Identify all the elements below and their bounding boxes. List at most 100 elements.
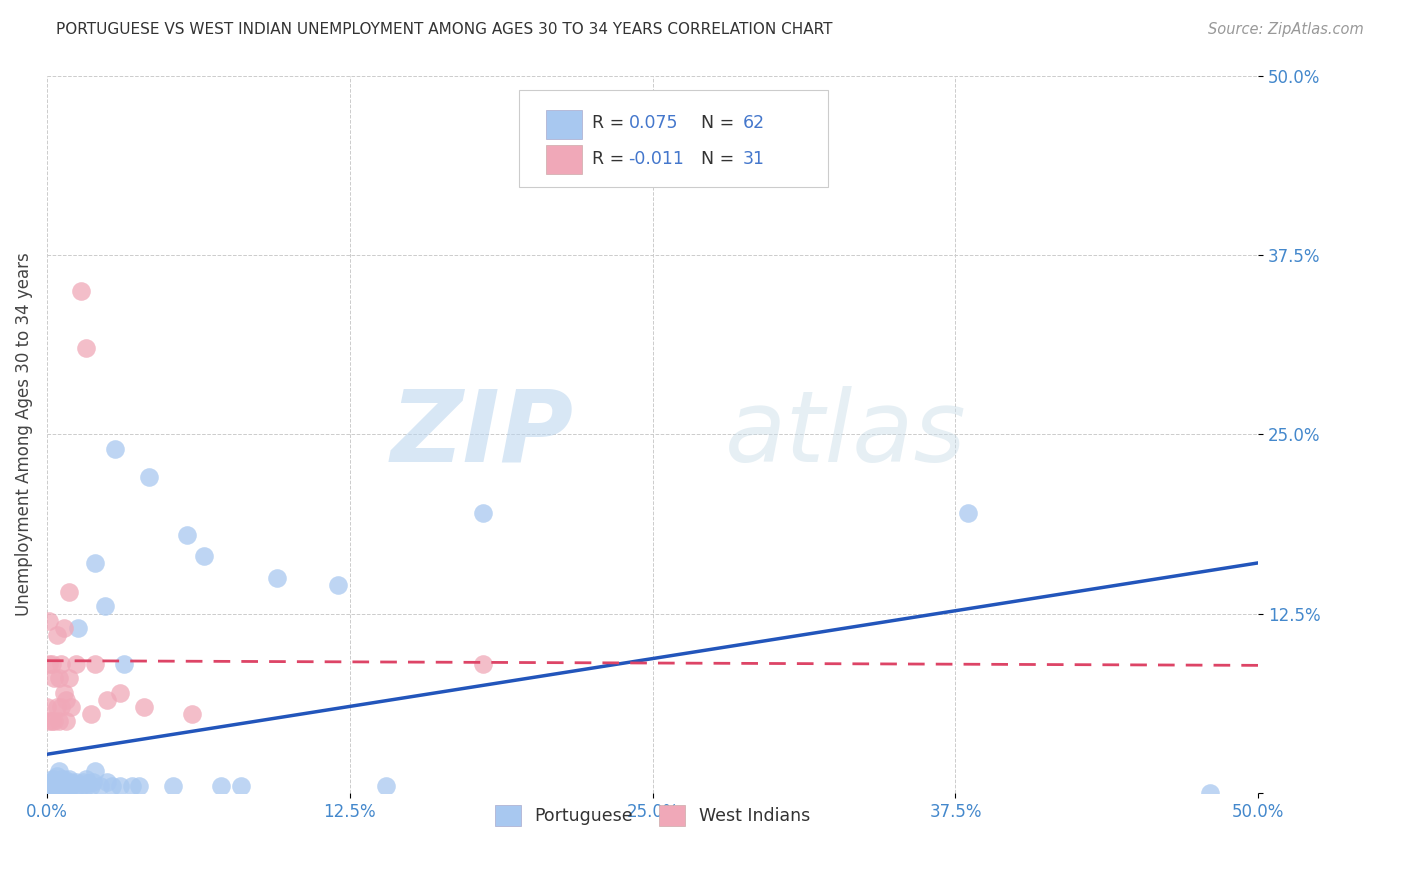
Point — [94, 599, 117, 614]
FancyBboxPatch shape — [519, 90, 828, 186]
Point — [162, 779, 184, 793]
Point — [45, 699, 67, 714]
Point — [38, 714, 60, 729]
Point — [266, 571, 288, 585]
Text: atlas: atlas — [725, 385, 967, 483]
Point — [48, 774, 70, 789]
Point — [96, 692, 118, 706]
Point — [472, 506, 495, 520]
FancyBboxPatch shape — [546, 145, 582, 174]
Point — [375, 779, 398, 793]
Point — [48, 671, 70, 685]
Text: 0.075: 0.075 — [628, 114, 678, 132]
Point — [45, 780, 67, 795]
Point — [104, 442, 127, 456]
Point — [176, 527, 198, 541]
Point — [51, 699, 73, 714]
Point — [55, 777, 77, 791]
Point — [48, 779, 70, 793]
Text: Source: ZipAtlas.com: Source: ZipAtlas.com — [1208, 22, 1364, 37]
Point — [326, 578, 349, 592]
Point — [58, 780, 80, 795]
Point — [38, 776, 60, 790]
Point — [44, 714, 66, 729]
Point — [209, 779, 232, 793]
Text: N =: N = — [690, 150, 740, 168]
Point — [82, 774, 104, 789]
Point — [132, 699, 155, 714]
Point — [89, 779, 111, 793]
Point — [75, 779, 97, 793]
Legend: Portuguese, West Indians: Portuguese, West Indians — [486, 796, 820, 835]
Point — [55, 781, 77, 796]
Text: 31: 31 — [742, 150, 765, 168]
Point — [58, 776, 80, 790]
Point — [65, 657, 87, 671]
Point — [52, 772, 75, 786]
Point — [44, 772, 66, 786]
Point — [44, 781, 66, 796]
Point — [128, 779, 150, 793]
Point — [58, 671, 80, 685]
Point — [79, 707, 101, 722]
Point — [84, 557, 107, 571]
Point — [45, 628, 67, 642]
Text: ZIP: ZIP — [391, 385, 574, 483]
Point — [51, 781, 73, 796]
Point — [84, 657, 107, 671]
Point — [45, 769, 67, 783]
Point — [60, 774, 83, 789]
Point — [138, 470, 160, 484]
Point — [41, 781, 63, 796]
Point — [51, 777, 73, 791]
Point — [48, 714, 70, 729]
Point — [55, 714, 77, 729]
Point — [75, 772, 97, 786]
Text: 62: 62 — [742, 114, 765, 132]
Point — [75, 341, 97, 355]
Point — [52, 776, 75, 790]
Point — [48, 781, 70, 796]
Text: -0.011: -0.011 — [628, 150, 685, 168]
Point — [108, 685, 131, 699]
Point — [84, 764, 107, 779]
Point — [58, 772, 80, 786]
Point — [44, 671, 66, 685]
Point — [60, 779, 83, 793]
Point — [52, 621, 75, 635]
Point — [41, 714, 63, 729]
Point — [69, 284, 91, 298]
FancyBboxPatch shape — [546, 110, 582, 138]
Point — [35, 699, 58, 714]
Point — [41, 772, 63, 786]
Point — [229, 779, 252, 793]
Point — [77, 776, 100, 790]
Point — [181, 707, 204, 722]
Point — [44, 779, 66, 793]
Point — [108, 779, 131, 793]
Point — [38, 657, 60, 671]
Point — [38, 614, 60, 628]
Text: N =: N = — [690, 114, 740, 132]
Text: R =: R = — [592, 150, 630, 168]
Point — [96, 774, 118, 789]
Y-axis label: Unemployment Among Ages 30 to 34 years: Unemployment Among Ages 30 to 34 years — [15, 252, 32, 616]
Text: R =: R = — [592, 114, 630, 132]
Point — [48, 764, 70, 779]
Point — [51, 657, 73, 671]
Point — [1199, 786, 1222, 800]
Point — [65, 780, 87, 795]
Point — [52, 780, 75, 795]
Point — [121, 779, 143, 793]
Point — [51, 772, 73, 786]
Point — [44, 776, 66, 790]
Point — [101, 779, 124, 793]
Point — [112, 657, 135, 671]
Point — [60, 699, 83, 714]
Point — [41, 657, 63, 671]
Point — [193, 549, 215, 564]
Point — [38, 779, 60, 793]
Point — [956, 506, 979, 520]
Point — [69, 779, 91, 793]
Point — [41, 777, 63, 791]
